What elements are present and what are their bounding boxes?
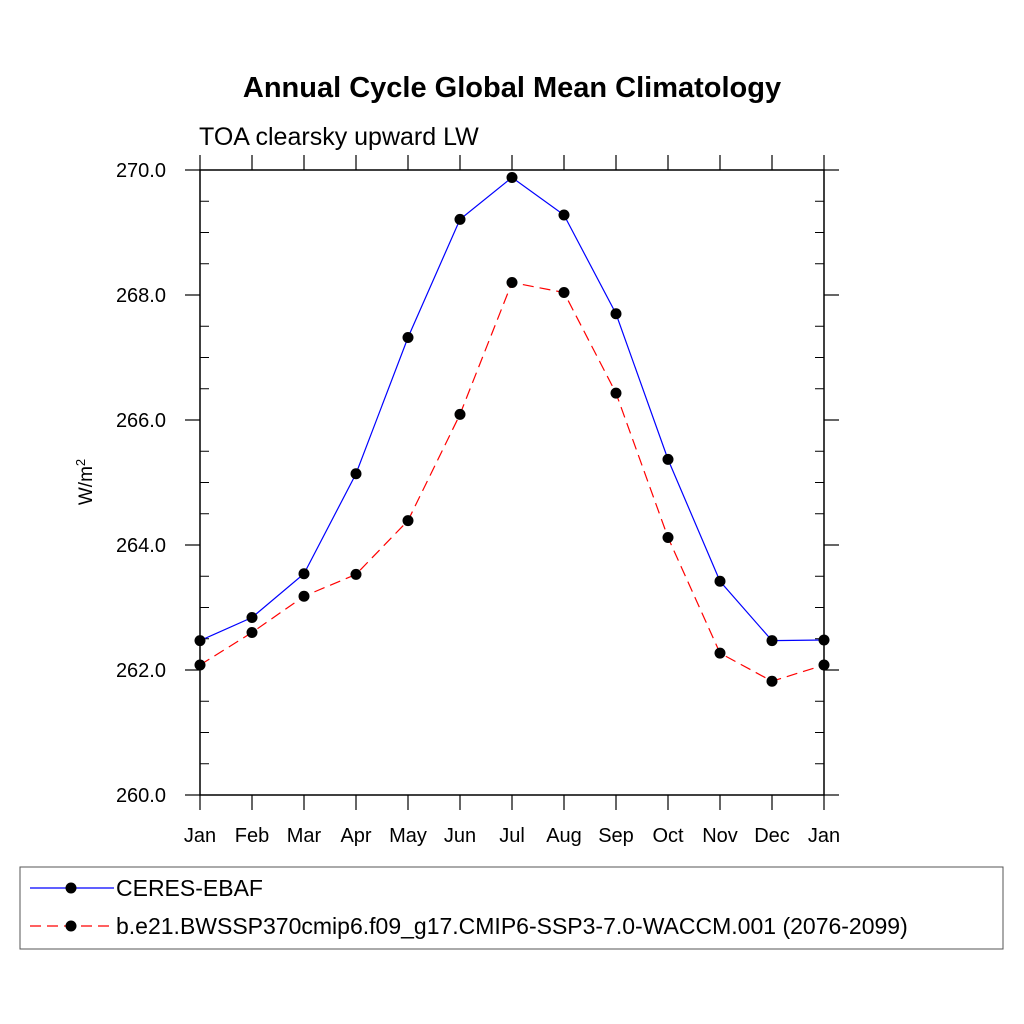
series-1-point [194,659,206,671]
legend-label-model: b.e21.BWSSP370cmip6.f09_g17.CMIP6-SSP3-7… [116,913,908,939]
series-0-point [818,634,830,646]
x-tick-label: Jan [808,825,840,847]
x-tick-label: Oct [652,825,684,847]
series-layer [194,172,830,687]
x-tick-label: Nov [702,825,738,847]
series-0-point [610,308,622,320]
series-1-point [714,647,726,659]
series-1-point [818,659,830,671]
y-tick-label: 270.0 [116,160,166,182]
x-tick-label: Jul [499,825,525,847]
x-tick-label: Jun [444,825,476,847]
legend-marker-ceres [65,882,77,894]
chart-subtitle: TOA clearsky upward LW [199,123,479,151]
x-tick-label: Jan [184,825,216,847]
x-tick-label: Apr [340,825,371,847]
series-1-point [454,408,466,420]
series-0-point [766,635,778,647]
legend-label-ceres: CERES-EBAF [116,875,263,901]
y-axis-label: W/m2 [73,459,97,505]
series-1-point [558,287,570,298]
y-tick-label: 262.0 [116,660,166,682]
series-1-point [402,515,414,527]
chart-title: Annual Cycle Global Mean Climatology [243,72,781,104]
x-tick-label: Feb [235,825,269,847]
series-0-point [662,453,674,465]
y-tick-label: 260.0 [116,785,166,807]
series-1-point [662,532,674,543]
series-0-point [506,172,518,183]
legend-box [19,866,1004,950]
series-0-point [246,612,258,623]
series-1-point [766,675,778,687]
series-0-point [558,209,570,221]
series-1-point [506,277,518,288]
series-0-point [298,568,310,580]
y-axis-label-base: W/m [76,466,97,505]
series-1-point [246,627,258,638]
plot-frame [199,169,825,796]
x-tick-label: Dec [754,825,790,847]
x-tick-label: May [389,825,427,847]
series-1-point [610,387,622,399]
y-tick-label: 268.0 [116,285,166,307]
series-line-0 [199,176,825,642]
x-tick-label: Aug [546,825,582,847]
y-axis-label-sup: 2 [73,459,88,466]
x-tick-label: Sep [598,825,634,847]
series-1-point [298,590,310,602]
y-tick-label: 264.0 [116,535,166,557]
series-0-point [714,575,726,587]
series-0-point [350,468,362,480]
ticks-layer: 260.0 262.0 264.0 266.0 268.0 270.0 Jan Feb Mar A… [116,155,840,847]
series-line-1 [199,281,825,682]
series-0-point [402,332,414,343]
x-tick-label: Mar [287,825,322,847]
series-0-point [194,635,206,647]
y-tick-label: 266.0 [116,410,166,432]
series-1-point [350,568,362,580]
legend-marker-model [65,920,77,932]
legend-item-ceres: CERES-EBAF [30,875,263,901]
legend-item-model: b.e21.BWSSP370cmip6.f09_g17.CMIP6-SSP3-7… [30,913,908,939]
series-0-point [454,213,466,225]
